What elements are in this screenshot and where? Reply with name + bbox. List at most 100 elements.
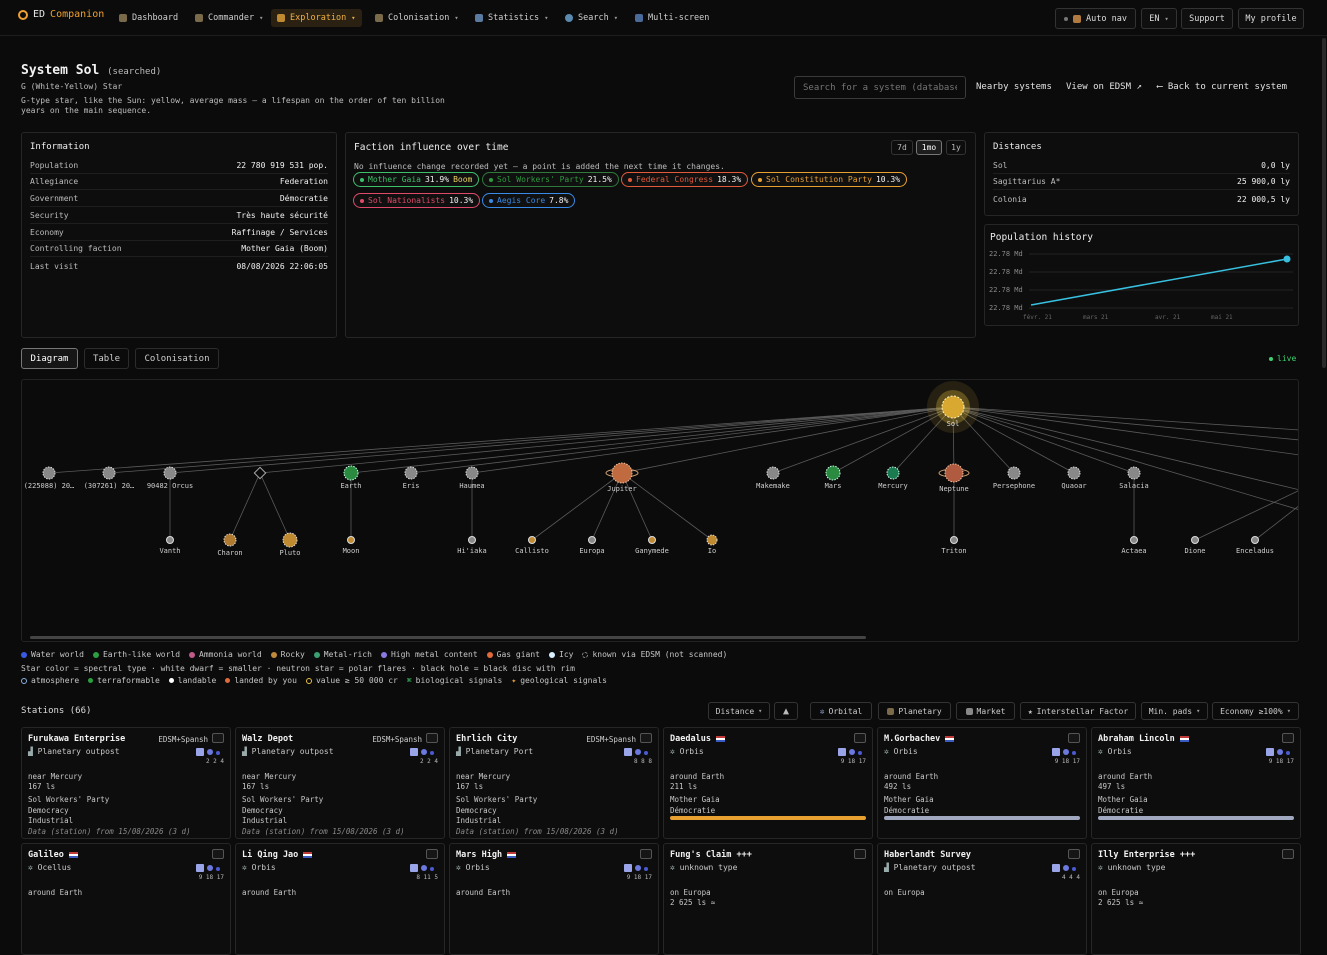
range-7d-button[interactable]: 7d <box>891 140 913 155</box>
planet-node[interactable] <box>766 466 780 480</box>
min-pads-select[interactable]: Min. pads ▾ <box>1141 702 1208 720</box>
faction-chip[interactable]: Sol Workers' Party 21.5% <box>482 172 619 187</box>
station-action-icon[interactable] <box>640 733 652 743</box>
moon-node[interactable] <box>588 536 596 544</box>
station-card[interactable]: Abraham Lincoln ✲ Orbis 9 18 17 around Ear… <box>1091 727 1301 839</box>
planet-node[interactable] <box>42 466 56 480</box>
influence-bar <box>884 816 1080 820</box>
page-scrollbar[interactable] <box>1322 38 1326 368</box>
station-action-icon[interactable] <box>1068 849 1080 859</box>
faction-chip[interactable]: Sol Constitution Party 10.3% <box>751 172 908 187</box>
system-diagram[interactable]: Sol (225088) 20… (307261) 20… 90482 Orcu… <box>21 379 1299 642</box>
medium-pad-icon <box>1063 749 1069 755</box>
planet-node[interactable] <box>1067 466 1081 480</box>
moon-node[interactable] <box>648 536 656 544</box>
station-card[interactable]: Daedalus ✲ Orbis 9 18 17 around Earth 211 l… <box>663 727 873 839</box>
station-card[interactable]: Illy Enterprise +++ ✲ unknown type on Euro… <box>1091 843 1301 955</box>
tab-diagram[interactable]: Diagram <box>21 348 78 369</box>
filter-orbital[interactable]: ✲ Orbital <box>810 702 872 720</box>
station-card[interactable]: Li Qing Jao ✲ Orbis 8 11 5 around Earth <box>235 843 445 955</box>
nav-search[interactable]: Search ▾ <box>559 9 624 27</box>
nearby-systems-link[interactable]: Nearby systems <box>976 82 1052 92</box>
station-action-icon[interactable] <box>212 733 224 743</box>
faction-chip[interactable]: Sol Nationalists 10.3% <box>353 193 481 208</box>
planet-node[interactable] <box>944 463 964 483</box>
nav-multiscreen[interactable]: Multi-screen <box>629 9 715 27</box>
station-action-icon[interactable] <box>1282 849 1294 859</box>
planet-node[interactable] <box>825 465 841 481</box>
station-detail: Industrial <box>242 816 288 825</box>
station-action-icon[interactable] <box>1282 733 1294 743</box>
station-action-icon[interactable] <box>426 733 438 743</box>
support-button[interactable]: Support <box>1181 8 1233 29</box>
legend-item: High metal content <box>380 650 478 659</box>
nav-commander[interactable]: Commander ▾ <box>189 9 269 27</box>
tab-colonisation[interactable]: Colonisation <box>135 348 219 369</box>
planet-node[interactable] <box>611 462 633 484</box>
station-action-icon[interactable] <box>854 849 866 859</box>
faction-chip[interactable]: Mother Gaia 31.9% Boom <box>353 172 480 187</box>
range-1y-button[interactable]: 1y <box>946 140 966 155</box>
sort-direction-button[interactable]: ▲ <box>774 702 798 720</box>
sort-select[interactable]: Distance ▾ <box>708 702 770 720</box>
station-action-icon[interactable] <box>212 849 224 859</box>
station-action-icon[interactable] <box>854 733 866 743</box>
moon-node[interactable] <box>1251 536 1259 544</box>
diagram-scrollbar[interactable] <box>30 636 866 639</box>
moon-node[interactable] <box>468 536 476 544</box>
station-card[interactable]: Furukawa Enterprise EDSM+Spansh ▟ Planetar… <box>21 727 231 839</box>
planet-node[interactable] <box>1127 466 1141 480</box>
population-point[interactable] <box>1283 255 1291 263</box>
faction-chip[interactable]: Federal Congress 18.3% <box>621 172 749 187</box>
profile-button[interactable]: My profile <box>1238 8 1304 29</box>
economy-select[interactable]: Economy ≥100% ▾ <box>1212 702 1299 720</box>
station-card[interactable]: Haberlandt Survey ▟ Planetary outpost 4 4 … <box>877 843 1087 955</box>
tab-table[interactable]: Table <box>84 348 129 369</box>
info-value: Mother Gaia (Boom) <box>241 244 328 253</box>
station-action-icon[interactable] <box>426 849 438 859</box>
station-card[interactable]: M.Gorbachev ✲ Orbis 9 18 17 around Earth 49… <box>877 727 1087 839</box>
planet-node[interactable] <box>163 466 177 480</box>
range-1mo-button[interactable]: 1mo <box>916 140 942 155</box>
moon-node[interactable] <box>1130 536 1138 544</box>
planet-node[interactable] <box>1007 466 1021 480</box>
nav-colonisation[interactable]: Colonisation ▾ <box>369 9 465 27</box>
moon-node[interactable] <box>347 536 355 544</box>
faction-chip[interactable]: Aegis Core 7.8% <box>482 193 576 208</box>
station-card[interactable]: Mars High ✲ Orbis 9 18 17 around Earth <box>449 843 659 955</box>
barycenter-node[interactable] <box>253 466 267 480</box>
nav-statistics[interactable]: Statistics ▾ <box>469 9 554 27</box>
filter-market[interactable]: Market <box>956 702 1015 720</box>
station-card[interactable]: Ehrlich City EDSM+Spansh ▟ Planetary Port 8… <box>449 727 659 839</box>
moon-node[interactable] <box>166 536 174 544</box>
moon-node[interactable] <box>223 533 237 547</box>
moon-node[interactable] <box>282 532 298 548</box>
planet-node[interactable] <box>343 465 359 481</box>
view-on-edsm-link[interactable]: View on EDSM ↗ <box>1066 82 1142 92</box>
filter-planetary[interactable]: Planetary <box>878 702 951 720</box>
moon-node[interactable] <box>706 534 718 546</box>
large-pad-icon <box>1052 864 1060 872</box>
station-card[interactable]: Galileo ✲ Ocellus 9 18 17 around Earth <box>21 843 231 955</box>
moon-node[interactable] <box>528 536 536 544</box>
station-action-icon[interactable] <box>1068 733 1080 743</box>
app-logo[interactable]: ED Companion <box>18 9 104 20</box>
nav-exploration[interactable]: Exploration ▾ <box>271 9 362 27</box>
planet-node[interactable] <box>102 466 116 480</box>
nav-dashboard[interactable]: Dashboard <box>113 9 184 27</box>
back-to-current-link[interactable]: ⟵ Back to current system <box>1157 82 1288 92</box>
planet-node[interactable] <box>886 466 900 480</box>
language-select[interactable]: EN ▾ <box>1141 8 1177 29</box>
system-search-input[interactable] <box>794 76 966 99</box>
auto-nav-button[interactable]: Auto nav <box>1055 8 1136 29</box>
filter-interstellar-factor[interactable]: ★ Interstellar Factor <box>1020 702 1136 720</box>
station-card[interactable]: Walz Depot EDSM+Spansh ▟ Planetary outpost… <box>235 727 445 839</box>
moon-node[interactable] <box>1191 536 1199 544</box>
station-action-icon[interactable] <box>640 849 652 859</box>
moon-node[interactable] <box>950 536 958 544</box>
station-card[interactable]: Fung's Claim +++ ✲ unknown type on Europa 2… <box>663 843 873 955</box>
planet-node[interactable] <box>404 466 418 480</box>
planet-node[interactable] <box>465 466 479 480</box>
sun-star[interactable] <box>941 395 965 419</box>
station-type-icon: ✲ <box>884 747 894 756</box>
